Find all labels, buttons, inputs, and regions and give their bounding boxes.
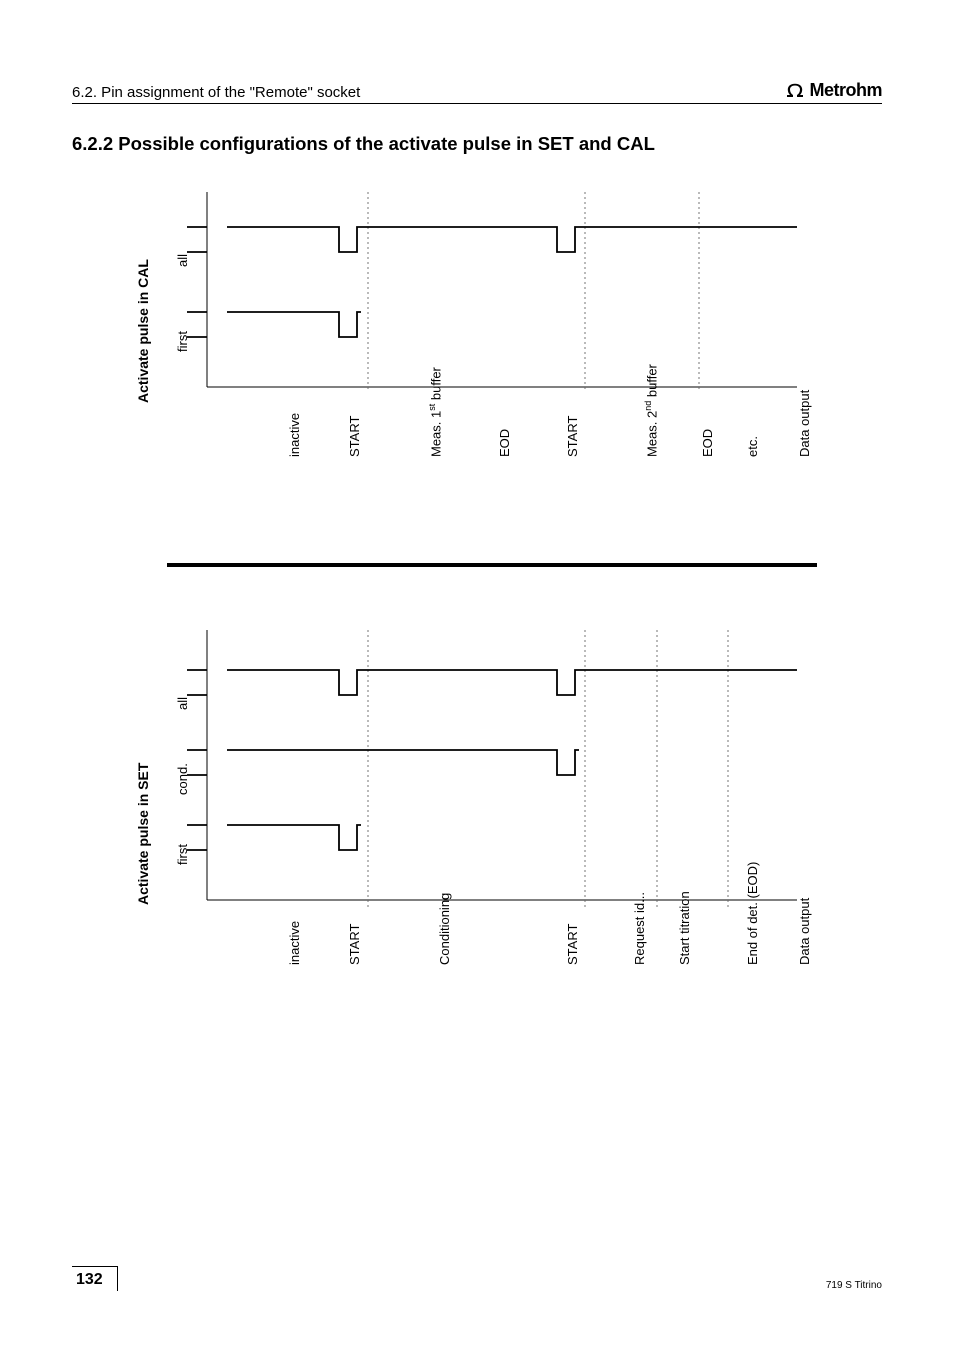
cal-chart: Activate pulse in CAL all first <box>137 167 817 457</box>
cal-x-eod1: EOD <box>497 429 512 457</box>
footer-doc-title: 719 S Titrino <box>826 1280 882 1291</box>
set-x-cond: Conditioning <box>437 893 452 965</box>
cal-x-dataout: Data output <box>797 390 812 457</box>
page-header: 6.2. Pin assignment of the "Remote" sock… <box>72 80 882 104</box>
brand-logo: Metrohm <box>784 80 883 101</box>
set-x-inactive: inactive <box>287 921 302 965</box>
cal-x-etc: etc. <box>745 436 760 457</box>
set-x-start1: START <box>347 924 362 965</box>
section-title: 6.2.2 Possible configurations of the act… <box>72 132 882 157</box>
set-x-eod: End of det. (EOD) <box>745 862 760 965</box>
set-x-starttitr: Start titration <box>677 891 692 965</box>
cal-x-start1: START <box>347 416 362 457</box>
brand-name: Metrohm <box>810 80 883 101</box>
cal-x-meas2: Meas. 2nd buffer <box>643 364 659 457</box>
cal-x-start2: START <box>565 416 580 457</box>
page-number: 132 <box>72 1266 118 1291</box>
metrohm-omega-icon <box>784 83 806 99</box>
diagram-container: Activate pulse in CAL all first <box>137 167 817 965</box>
set-chart: Activate pulse in SET all cond. first <box>137 605 817 965</box>
cal-x-meas1: Meas. 1st buffer <box>427 367 443 457</box>
set-group-label: Activate pulse in SET <box>135 763 151 905</box>
cal-x-inactive: inactive <box>287 413 302 457</box>
set-x-start2: START <box>565 924 580 965</box>
set-x-dataout: Data output <box>797 898 812 965</box>
chart-divider <box>167 563 817 567</box>
cal-group-label: Activate pulse in CAL <box>135 259 151 403</box>
page-footer: 132 719 S Titrino <box>72 1266 882 1291</box>
set-x-reqid: Request id... <box>632 892 647 965</box>
header-section-ref: 6.2. Pin assignment of the "Remote" sock… <box>72 84 360 101</box>
cal-x-eod2: EOD <box>700 429 715 457</box>
